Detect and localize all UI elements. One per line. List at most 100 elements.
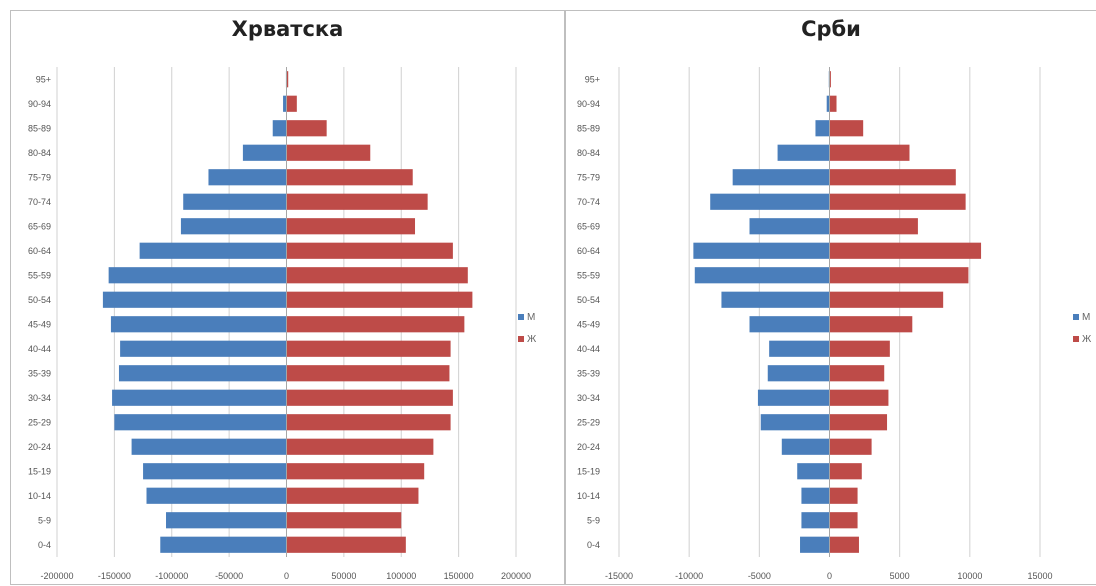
legend-label: Ж	[1082, 334, 1092, 345]
bar	[286, 267, 468, 284]
category-label: 95+	[36, 74, 51, 84]
bar	[110, 316, 287, 333]
bar	[286, 512, 402, 529]
bar	[286, 71, 289, 88]
bar	[286, 414, 451, 431]
legend-label: М	[1082, 312, 1091, 323]
tick-label: -50000	[215, 571, 243, 581]
legend-swatch	[1073, 336, 1079, 343]
bar	[829, 316, 913, 333]
bar	[829, 242, 982, 259]
tick-label: 5000	[890, 571, 910, 581]
bar	[286, 193, 428, 210]
category-label: 25-29	[28, 417, 51, 427]
category-label: 15-19	[28, 466, 51, 476]
bar	[749, 218, 830, 235]
category-label: 60-64	[577, 246, 600, 256]
bar	[283, 95, 287, 112]
legend-item: Ж	[1073, 329, 1091, 351]
category-label: 0-4	[38, 540, 51, 550]
bar	[102, 291, 287, 308]
legend-label: М	[527, 312, 536, 323]
bar	[829, 536, 859, 553]
bar	[118, 365, 287, 382]
bar	[829, 414, 888, 431]
bar	[160, 536, 287, 553]
bar	[781, 438, 830, 455]
category-label: 50-54	[577, 295, 600, 305]
chart-panel-croatia: Хрватска 0-4 5-9 10-14 15-19 20-24 25-29 30-34…	[10, 10, 565, 585]
category-label: 75-79	[577, 172, 600, 182]
category-label: 90-94	[28, 99, 51, 109]
bar	[801, 487, 830, 504]
tick-label: -10000	[675, 571, 703, 581]
bar	[829, 438, 872, 455]
category-label: 70-74	[28, 197, 51, 207]
population-pyramid-croatia: 0-4 5-9 10-14 15-19 20-24 25-29 30-34 35-39 40-4…	[28, 67, 531, 581]
tick-label: -200000	[40, 571, 73, 581]
category-label: 90-94	[577, 99, 600, 109]
bar	[286, 438, 434, 455]
bar	[829, 291, 944, 308]
category-label: 40-44	[577, 344, 600, 354]
bar	[286, 365, 450, 382]
category-label: 30-34	[577, 393, 600, 403]
bar	[143, 463, 287, 480]
category-label: 70-74	[577, 197, 600, 207]
bar	[286, 95, 297, 112]
bar	[286, 316, 465, 333]
category-label: 0-4	[587, 540, 600, 550]
bar	[286, 487, 419, 504]
legend-item: М	[518, 307, 536, 329]
legend-item: М	[1073, 307, 1091, 329]
chart-panel-serbs: Срби 0-4 5-9 10-14 15-19 20-24 25-29 30-34 35-3…	[565, 10, 1096, 585]
bar	[694, 267, 830, 284]
bar	[721, 291, 830, 308]
bar	[286, 389, 453, 406]
bar	[146, 487, 287, 504]
category-label: 35-39	[577, 368, 600, 378]
category-label: 10-14	[577, 491, 600, 501]
tick-label: 150000	[444, 571, 474, 581]
bar	[829, 120, 864, 137]
tick-label: 50000	[331, 571, 356, 581]
bar	[829, 169, 956, 186]
bar	[732, 169, 830, 186]
bar	[829, 267, 969, 284]
tick-label: 200000	[501, 571, 531, 581]
population-pyramid-serbs: 0-4 5-9 10-14 15-19 20-24 25-29 30-34 35-39 40-4…	[577, 67, 1053, 581]
legend-item: Ж	[518, 329, 536, 351]
bar	[829, 389, 889, 406]
category-label: 20-24	[28, 442, 51, 452]
category-label: 65-69	[577, 221, 600, 231]
bar	[710, 193, 830, 210]
bar	[286, 120, 327, 137]
bar	[131, 438, 287, 455]
bar	[120, 340, 287, 357]
bar	[800, 536, 830, 553]
bar	[286, 340, 451, 357]
tick-label: -100000	[155, 571, 188, 581]
category-label: 95+	[585, 74, 600, 84]
category-label: 15-19	[577, 466, 600, 476]
category-label: 45-49	[577, 319, 600, 329]
category-label: 55-59	[28, 270, 51, 280]
category-label: 85-89	[577, 123, 600, 133]
bar	[826, 95, 830, 112]
category-label: 75-79	[28, 172, 51, 182]
bar	[829, 218, 918, 235]
bar	[767, 365, 830, 382]
bar	[286, 242, 453, 259]
bar	[797, 463, 830, 480]
chart-title: Хрватска	[231, 17, 344, 41]
bar	[829, 193, 966, 210]
bar	[286, 291, 473, 308]
bar	[829, 463, 862, 480]
bar	[166, 512, 287, 529]
category-label: 40-44	[28, 344, 51, 354]
bar	[829, 95, 837, 112]
bar	[801, 512, 830, 529]
bar	[749, 316, 830, 333]
